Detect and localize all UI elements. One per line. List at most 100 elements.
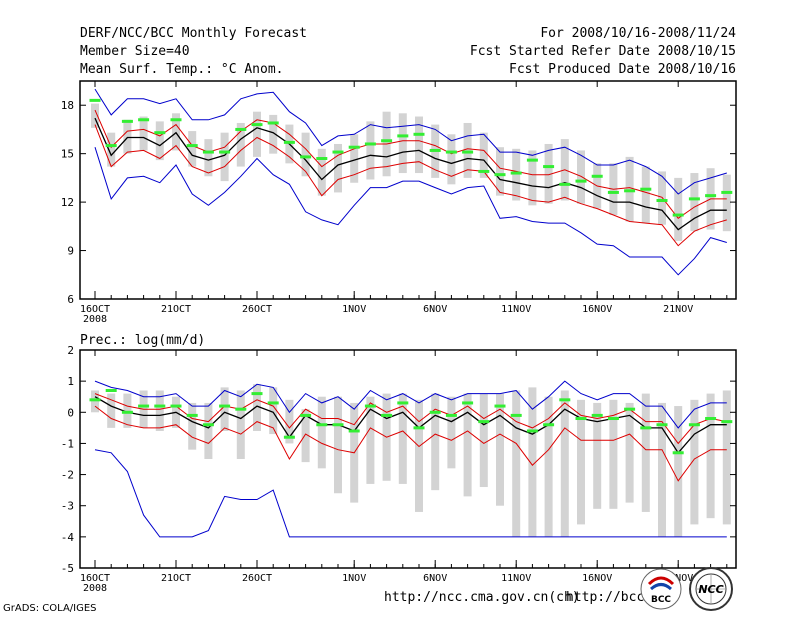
temp-xtick-label: 6NOV xyxy=(423,304,447,315)
prec-xtick-year: 2008 xyxy=(83,583,107,594)
prec-member-marker xyxy=(121,410,133,414)
temp-ytick-label: 9 xyxy=(67,245,74,258)
prec-series-outer-low xyxy=(94,449,727,538)
prec-member-marker xyxy=(219,404,231,408)
ncc-logo-text: NCC xyxy=(698,583,723,596)
prec-member-marker xyxy=(640,426,652,430)
prec-member-marker xyxy=(478,420,490,424)
prec-member-marker xyxy=(397,401,409,405)
prec-member-marker xyxy=(591,413,603,417)
prec-member-marker xyxy=(429,410,441,414)
prec-spread-box xyxy=(236,390,245,459)
prec-ytick-label: -4 xyxy=(61,531,75,544)
forecast-start-date: Fcst Started Refer Date 2008/10/15 xyxy=(469,44,736,59)
temp-member-marker xyxy=(283,140,295,144)
prec-member-marker xyxy=(494,404,506,408)
temp-spread-box xyxy=(463,122,472,178)
prec-plot-frame xyxy=(79,349,737,569)
prec-member-marker xyxy=(202,423,214,427)
temp-spread-box xyxy=(269,114,278,154)
temp-spread-box xyxy=(722,174,731,232)
temp-member-marker xyxy=(559,182,571,186)
prec-ytick-label: 1 xyxy=(67,375,74,388)
forecast-period: For 2008/10/16-2008/11/24 xyxy=(540,26,736,41)
grads-credit: GrADS: COLA/IGES xyxy=(3,603,97,614)
temp-member-marker xyxy=(332,150,344,154)
temp-member-marker xyxy=(494,173,506,177)
temp-member-marker xyxy=(364,142,376,146)
prec-spread-box xyxy=(496,393,504,506)
prec-spread-box xyxy=(366,396,375,484)
temp-spread-box xyxy=(366,121,375,180)
temp-member-marker xyxy=(105,144,117,148)
member-size-label: Member Size=40 xyxy=(80,44,190,59)
prec-member-marker xyxy=(559,398,571,402)
temp-xtick-label: 1NOV xyxy=(342,304,366,315)
temp-member-marker xyxy=(170,118,182,122)
temp-member-marker xyxy=(89,98,101,102)
temp-xtick-year: 2008 xyxy=(83,314,107,325)
prec-member-marker xyxy=(332,423,344,427)
temp-member-marker xyxy=(235,127,247,131)
temp-series-outer-high xyxy=(94,88,727,195)
temp-spread-box xyxy=(641,166,650,224)
temp-spread-box xyxy=(188,131,197,167)
prec-spread-box xyxy=(334,396,342,494)
temp-member-marker xyxy=(413,132,425,136)
prec-spread-box xyxy=(301,409,310,463)
temp-member-marker xyxy=(267,121,279,125)
temp-spread-box xyxy=(350,134,359,183)
ncc-link[interactable]: http://ncc.cma.gov.cn(ch) xyxy=(384,590,580,605)
temp-xtick-label: 21OCT xyxy=(161,304,191,315)
bcc-link[interactable]: http://bcc. xyxy=(566,590,653,605)
temp-spread-box xyxy=(334,143,342,193)
temp-member-marker xyxy=(300,155,312,159)
prec-member-marker xyxy=(251,392,263,396)
forecast-produced-date: Fcst Produced Date 2008/10/16 xyxy=(509,62,736,77)
prec-spread-box xyxy=(512,390,521,537)
temp-member-marker xyxy=(607,190,619,194)
temp-spread-box xyxy=(301,132,310,177)
prec-spread-box xyxy=(204,402,213,459)
prec-spread-box xyxy=(107,393,116,428)
temp-member-marker xyxy=(543,165,555,169)
prec-member-marker xyxy=(154,404,166,408)
prec-member-marker xyxy=(672,451,684,455)
prec-member-marker xyxy=(656,423,668,427)
prec-spread-box xyxy=(123,393,132,428)
temp-spread-box xyxy=(236,122,245,167)
prec-xtick-label: 21OCT xyxy=(161,573,191,584)
temp-member-marker xyxy=(154,131,166,135)
prec-member-marker xyxy=(705,417,717,421)
temp-member-marker xyxy=(688,197,700,201)
prec-member-marker xyxy=(235,407,247,411)
prec-spread-box xyxy=(528,387,537,537)
temp-spread-box xyxy=(690,173,699,232)
temp-member-marker xyxy=(575,179,587,183)
temp-member-marker xyxy=(656,198,668,202)
prec-series-outer-high xyxy=(94,380,727,429)
prec-series-median xyxy=(94,396,727,454)
temp-spread-box xyxy=(479,132,488,178)
prec-spread-box xyxy=(560,390,569,537)
temp-xtick-label: 26OCT xyxy=(242,304,272,315)
prec-ytick-label: -2 xyxy=(61,469,74,482)
prec-xtick-label: 1NOV xyxy=(342,573,366,584)
prec-member-marker xyxy=(267,401,279,405)
temp-spread-box xyxy=(398,113,407,174)
prec-xtick-label: 6NOV xyxy=(423,573,447,584)
temp-member-marker xyxy=(478,169,490,173)
prec-member-marker xyxy=(348,429,360,433)
prec-spread-box xyxy=(155,390,164,431)
prec-spread-box xyxy=(706,393,715,519)
variable-label: Mean Surf. Temp.: °C Anom. xyxy=(80,62,284,77)
temp-member-marker xyxy=(186,144,198,148)
temp-spread-box xyxy=(544,143,553,204)
temp-ytick-label: 6 xyxy=(67,293,74,306)
temp-member-marker xyxy=(316,157,328,161)
temp-spread-box xyxy=(172,113,180,151)
prec-ytick-label: 0 xyxy=(67,406,74,419)
prec-ytick-label: -1 xyxy=(61,437,74,450)
temp-member-marker xyxy=(721,190,733,194)
